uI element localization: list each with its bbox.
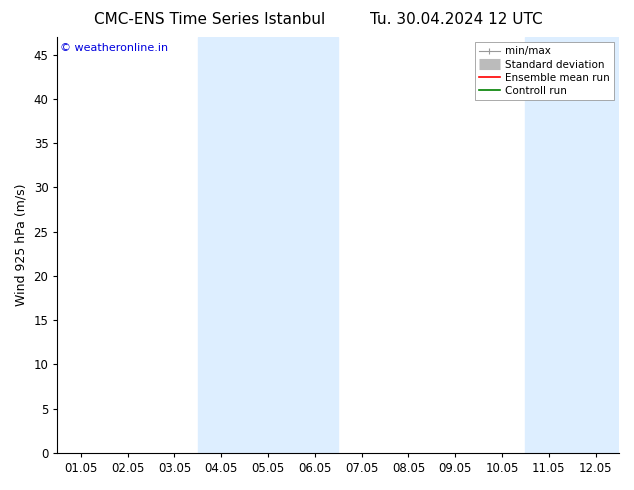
Bar (198, 37, 338, 453)
Text: © weatheronline.in: © weatheronline.in (60, 43, 169, 53)
Legend: min/max, Standard deviation, Ensemble mean run, Controll run: min/max, Standard deviation, Ensemble me… (475, 42, 614, 100)
Text: Tu. 30.04.2024 12 UTC: Tu. 30.04.2024 12 UTC (370, 12, 543, 27)
Bar (526, 37, 619, 453)
Text: CMC-ENS Time Series Istanbul: CMC-ENS Time Series Istanbul (94, 12, 325, 27)
Y-axis label: Wind 925 hPa (m/s): Wind 925 hPa (m/s) (15, 184, 28, 306)
